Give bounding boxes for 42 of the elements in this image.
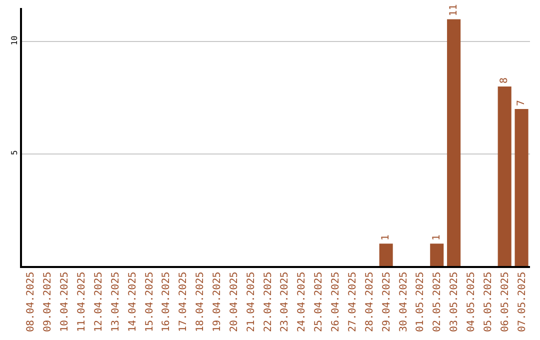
data-label: 1	[380, 234, 392, 241]
x-tick-label: 14.04.2025	[127, 272, 138, 332]
x-tick-label: 30.04.2025	[398, 272, 410, 332]
x-tick-label: 12.04.2025	[93, 272, 104, 332]
data-label: 1	[431, 234, 442, 241]
x-tick-label: 27.04.2025	[347, 272, 358, 332]
x-tick-label: 22.04.2025	[262, 272, 274, 332]
x-tick-label: 25.04.2025	[314, 272, 325, 332]
x-tick-label: 08.04.2025	[26, 272, 37, 332]
x-tick-label: 26.04.2025	[330, 272, 342, 332]
y-tick-label: 10	[10, 35, 20, 46]
bar	[498, 86, 512, 266]
x-tick-label: 11.04.2025	[76, 272, 88, 332]
x-tick-label: 05.05.2025	[482, 272, 494, 332]
x-tick-label: 23.04.2025	[280, 272, 291, 332]
data-label: 11	[448, 4, 460, 16]
x-tick-label: 20.04.2025	[228, 272, 240, 332]
bar	[447, 19, 461, 266]
x-tick-label: 17.04.2025	[178, 272, 190, 332]
x-tick-label: 18.04.2025	[195, 272, 206, 332]
x-tick-label: 15.04.2025	[144, 272, 156, 332]
x-tick-label: 28.04.2025	[364, 272, 376, 332]
x-tick-label: 19.04.2025	[212, 272, 223, 332]
x-tick-label: 16.04.2025	[161, 272, 172, 332]
x-tick-label: 07.05.2025	[516, 272, 528, 332]
bar	[514, 108, 528, 266]
x-tick-label: 29.04.2025	[381, 272, 392, 332]
bar	[430, 244, 444, 266]
data-label: 7	[516, 100, 528, 106]
x-tick-label: 02.05.2025	[432, 272, 444, 332]
x-tick-label: 04.05.2025	[466, 272, 477, 332]
x-tick-label: 10.04.2025	[60, 272, 71, 332]
bar	[379, 244, 393, 266]
x-tick-label: 24.04.2025	[296, 272, 308, 332]
data-label: 8	[499, 77, 510, 84]
x-tick-label: 09.04.2025	[42, 272, 54, 332]
x-tick-label: 06.05.2025	[500, 272, 511, 332]
x-tick-label: 13.04.2025	[110, 272, 122, 332]
x-tick-label: 21.04.2025	[246, 272, 257, 332]
x-tick-label: 01.05.2025	[415, 272, 426, 332]
x-tick-label: 03.05.2025	[449, 272, 460, 332]
y-tick-label: 5	[10, 150, 20, 156]
